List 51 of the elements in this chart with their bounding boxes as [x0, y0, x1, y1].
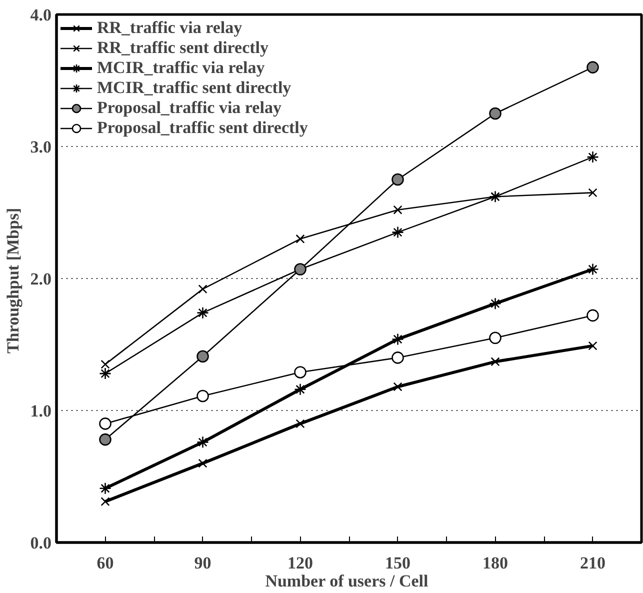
point — [100, 497, 110, 506]
x-tick-label: 150 — [385, 554, 410, 572]
point — [588, 188, 598, 198]
point — [392, 352, 404, 364]
point — [392, 333, 404, 346]
point — [196, 390, 209, 402]
x-tick-label: 120 — [288, 554, 313, 572]
legend-label: Proposal_traffic sent directly — [97, 118, 308, 138]
point — [393, 382, 402, 392]
legend-label: RR_traffic sent directly — [97, 38, 269, 58]
point — [296, 234, 305, 244]
point — [392, 226, 404, 238]
x-tick-label: 90 — [194, 554, 212, 572]
point — [490, 357, 500, 366]
x-tick-label: 210 — [580, 554, 606, 572]
point — [294, 366, 306, 378]
y-tick-label: 3.0 — [30, 138, 52, 156]
point — [489, 297, 502, 310]
y-tick-label: 0.0 — [30, 534, 52, 552]
point — [198, 458, 208, 468]
point — [586, 150, 599, 164]
point — [99, 418, 112, 430]
point — [393, 205, 402, 214]
legend-label: Proposal_traffic via relay — [97, 98, 282, 118]
point — [99, 433, 112, 446]
point — [196, 350, 209, 363]
x-tick-label: 180 — [482, 554, 508, 572]
legend-label: RR_traffic via relay — [97, 18, 242, 38]
point — [294, 383, 306, 396]
point — [392, 173, 404, 186]
point — [489, 332, 502, 344]
point — [296, 419, 305, 428]
point — [198, 284, 208, 294]
point — [99, 367, 112, 380]
y-tick-label: 4.0 — [30, 6, 52, 24]
legend-label: MCIR_traffic via relay — [97, 58, 265, 78]
y-axis-title: Throughput [Mbps] — [3, 208, 22, 354]
legend-label: MCIR_traffic sent directly — [97, 78, 292, 98]
point — [586, 263, 599, 276]
y-tick-label: 2.0 — [30, 270, 52, 288]
x-axis-title: Number of users / Cell — [265, 572, 429, 590]
x-tick-label: 60 — [96, 554, 114, 572]
y-tick-label: 1.0 — [30, 402, 52, 420]
point — [196, 306, 209, 319]
point — [586, 309, 599, 322]
point — [99, 482, 112, 495]
point — [196, 436, 209, 448]
point — [588, 341, 598, 350]
point — [586, 61, 599, 74]
point — [100, 360, 110, 369]
point — [489, 107, 502, 120]
